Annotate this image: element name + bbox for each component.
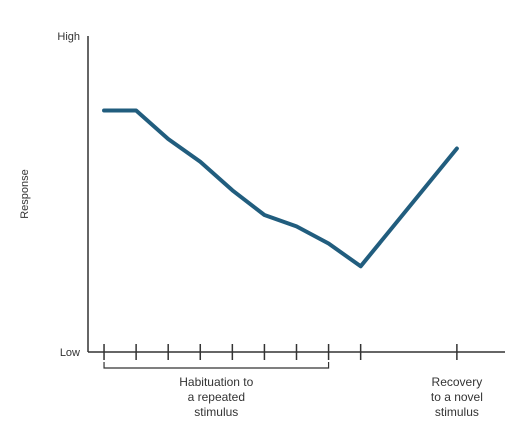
group-label-line: stimulus: [435, 405, 479, 419]
x-ticks: [103, 344, 458, 360]
group-label-line: Habituation to: [179, 375, 253, 389]
group-label-line: to a novel: [431, 390, 483, 404]
group-label-1: Habituation to a repeated stimulus: [179, 375, 253, 419]
group-label-line: Recovery: [432, 375, 483, 389]
y-axis-high-label: High: [57, 31, 80, 43]
axes: [87, 36, 505, 353]
stimulus-groups: Habituation to a repeated stimulusRecovery…: [103, 362, 483, 419]
group-bracket-1: [103, 362, 330, 369]
y-axis-low-label: Low: [60, 347, 80, 359]
group-label-2: Recovery to a novel stimulus: [431, 375, 483, 419]
group-label-line: stimulus: [194, 405, 238, 419]
group-label-line: a repeated: [188, 390, 245, 404]
series-group: [102, 108, 459, 269]
response-line-1: [102, 108, 459, 269]
y-axis-title: Response: [19, 169, 31, 219]
